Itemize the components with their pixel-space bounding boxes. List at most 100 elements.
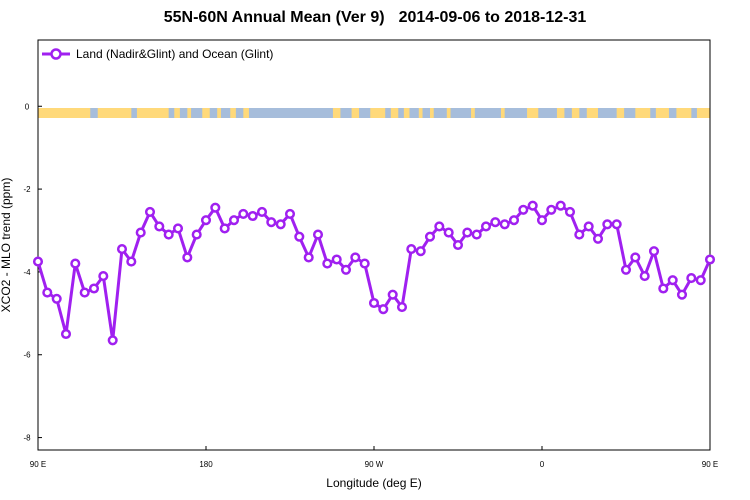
land-segment (527, 108, 539, 118)
data-point (284, 208, 296, 219)
data-point (443, 227, 454, 238)
data-point (144, 206, 156, 217)
data-point (200, 215, 212, 226)
data-point (79, 287, 90, 298)
land-segment (571, 108, 580, 118)
data-point (228, 215, 240, 226)
y-tick-label: -2 (23, 185, 31, 194)
land-segment (586, 108, 598, 118)
data-point (499, 219, 510, 230)
data-point (322, 258, 333, 269)
data-point (583, 221, 594, 232)
data-point (667, 275, 678, 286)
data-point (639, 271, 650, 282)
series-points (32, 200, 716, 346)
data-point (378, 304, 389, 315)
land-segment (635, 108, 651, 118)
land-segment (616, 108, 625, 118)
y-axis-label: XCO2 - MLO trend (ppm) (0, 177, 13, 313)
data-point (88, 283, 100, 294)
data-point (331, 254, 342, 265)
land-segment (332, 108, 341, 118)
x-tick-label: 90 W (365, 460, 384, 469)
x-axis-label: Longitude (deg E) (326, 476, 422, 490)
data-point (340, 264, 352, 275)
data-point (32, 256, 44, 267)
data-point (518, 204, 529, 215)
data-point (471, 229, 482, 240)
land-segment (38, 108, 91, 118)
data-point (135, 227, 146, 238)
data-point (126, 256, 137, 267)
land-segment (370, 108, 386, 118)
x-axis: 90 E 180 90 W 0 90 E (30, 446, 718, 469)
data-point (359, 258, 370, 269)
y-axis: 0 -2 -4 -6 -8 (23, 102, 42, 443)
data-point (434, 221, 445, 232)
data-point (564, 206, 576, 217)
data-point (154, 221, 165, 232)
land-segment (418, 108, 423, 118)
y-tick-label: 0 (25, 102, 30, 111)
data-point (508, 215, 520, 226)
land-segment (230, 108, 236, 118)
x-tick-label: 0 (540, 460, 545, 469)
y-tick-label: -6 (23, 351, 31, 360)
land-segment (696, 108, 710, 118)
data-point (294, 231, 305, 242)
data-point (592, 233, 604, 244)
data-point (387, 289, 398, 300)
data-point (303, 252, 314, 263)
x-tick-label: 180 (199, 460, 213, 469)
data-point (266, 217, 277, 228)
y-tick-label: -4 (23, 268, 31, 277)
land-segment (446, 108, 451, 118)
land-segment (676, 108, 692, 118)
land-segment (174, 108, 180, 118)
data-point (630, 252, 641, 263)
data-point (546, 204, 557, 215)
x-tick-label: 90 E (30, 460, 46, 469)
data-point (350, 252, 361, 263)
data-point (611, 219, 622, 230)
y-tick-label: -8 (23, 434, 31, 443)
data-point (555, 200, 566, 211)
data-point (256, 206, 268, 217)
data-point (247, 210, 258, 222)
data-point (536, 215, 548, 226)
data-point (42, 287, 53, 298)
land-segment (202, 108, 210, 118)
data-point (648, 246, 660, 257)
data-point (116, 244, 128, 255)
data-point (415, 246, 426, 257)
data-point (191, 229, 202, 240)
data-point (51, 293, 62, 304)
data-point (658, 283, 669, 294)
data-point (676, 289, 688, 300)
x-tick-label: 90 E (702, 460, 718, 469)
data-point (312, 229, 324, 240)
land-segment (351, 108, 360, 118)
land-segment (556, 108, 565, 118)
data-point (368, 297, 380, 309)
data-point (172, 223, 184, 234)
plot-frame (37, 39, 711, 451)
data-point (107, 335, 118, 346)
land-segment (390, 108, 399, 118)
land-segment (655, 108, 669, 118)
data-point (490, 217, 501, 228)
legend-marker-swatch (50, 48, 62, 60)
data-point (602, 219, 613, 230)
data-point (574, 229, 585, 240)
data-point (98, 271, 109, 282)
data-point (704, 254, 716, 265)
land-segment (187, 108, 192, 118)
data-point (527, 200, 538, 211)
land-segment (97, 108, 132, 118)
land-segment (136, 108, 169, 118)
data-point (452, 239, 464, 251)
land-segment (430, 108, 434, 118)
data-point (219, 223, 230, 234)
chart-title-main: 55N-60N Annual Mean (Ver 9) (163, 9, 385, 26)
